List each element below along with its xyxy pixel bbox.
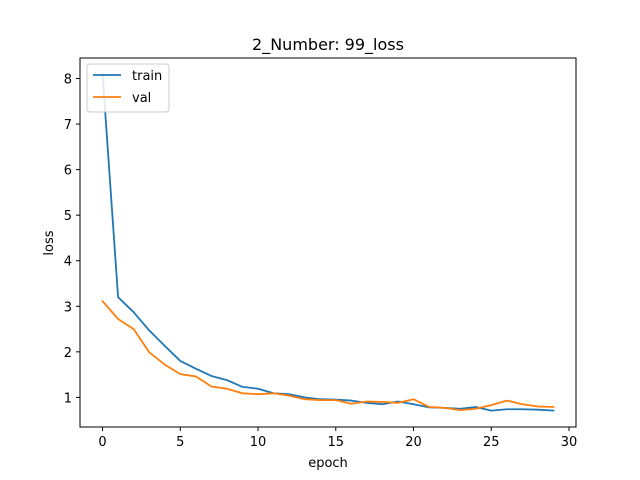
y-tick-label: 3 xyxy=(64,300,72,315)
x-axis-label: epoch xyxy=(308,456,348,471)
legend-box xyxy=(86,63,170,113)
x-axis: 0 5 10 15 20 25 30 xyxy=(98,427,577,450)
y-axis-label: loss xyxy=(42,230,57,255)
y-tick-label: 7 xyxy=(64,118,72,133)
legend: train val xyxy=(86,63,170,113)
series-line-val xyxy=(101,300,555,412)
x-tick-label: 5 xyxy=(176,435,184,450)
legend-label-val: val xyxy=(132,91,151,106)
y-tick-label: 4 xyxy=(64,255,72,270)
y-tick-label: 1 xyxy=(64,391,72,406)
series-layer xyxy=(101,72,555,412)
y-tick-label: 8 xyxy=(64,73,72,88)
x-tick-label: 25 xyxy=(483,435,500,450)
y-axis: 1 2 3 4 5 6 7 8 xyxy=(64,73,80,406)
x-tick-label: 20 xyxy=(405,435,422,450)
y-tick-label: 2 xyxy=(64,346,72,361)
chart-title: 2_Number: 99_loss xyxy=(252,35,404,55)
y-tick-label: 6 xyxy=(64,164,72,179)
x-tick-label: 10 xyxy=(250,435,267,450)
legend-label-train: train xyxy=(132,69,162,84)
x-tick-label: 30 xyxy=(561,435,578,450)
plot-area xyxy=(80,58,576,427)
y-tick-label: 5 xyxy=(64,209,72,224)
x-tick-label: 0 xyxy=(98,435,106,450)
x-tick-label: 15 xyxy=(328,435,345,450)
plot-border xyxy=(79,57,577,428)
